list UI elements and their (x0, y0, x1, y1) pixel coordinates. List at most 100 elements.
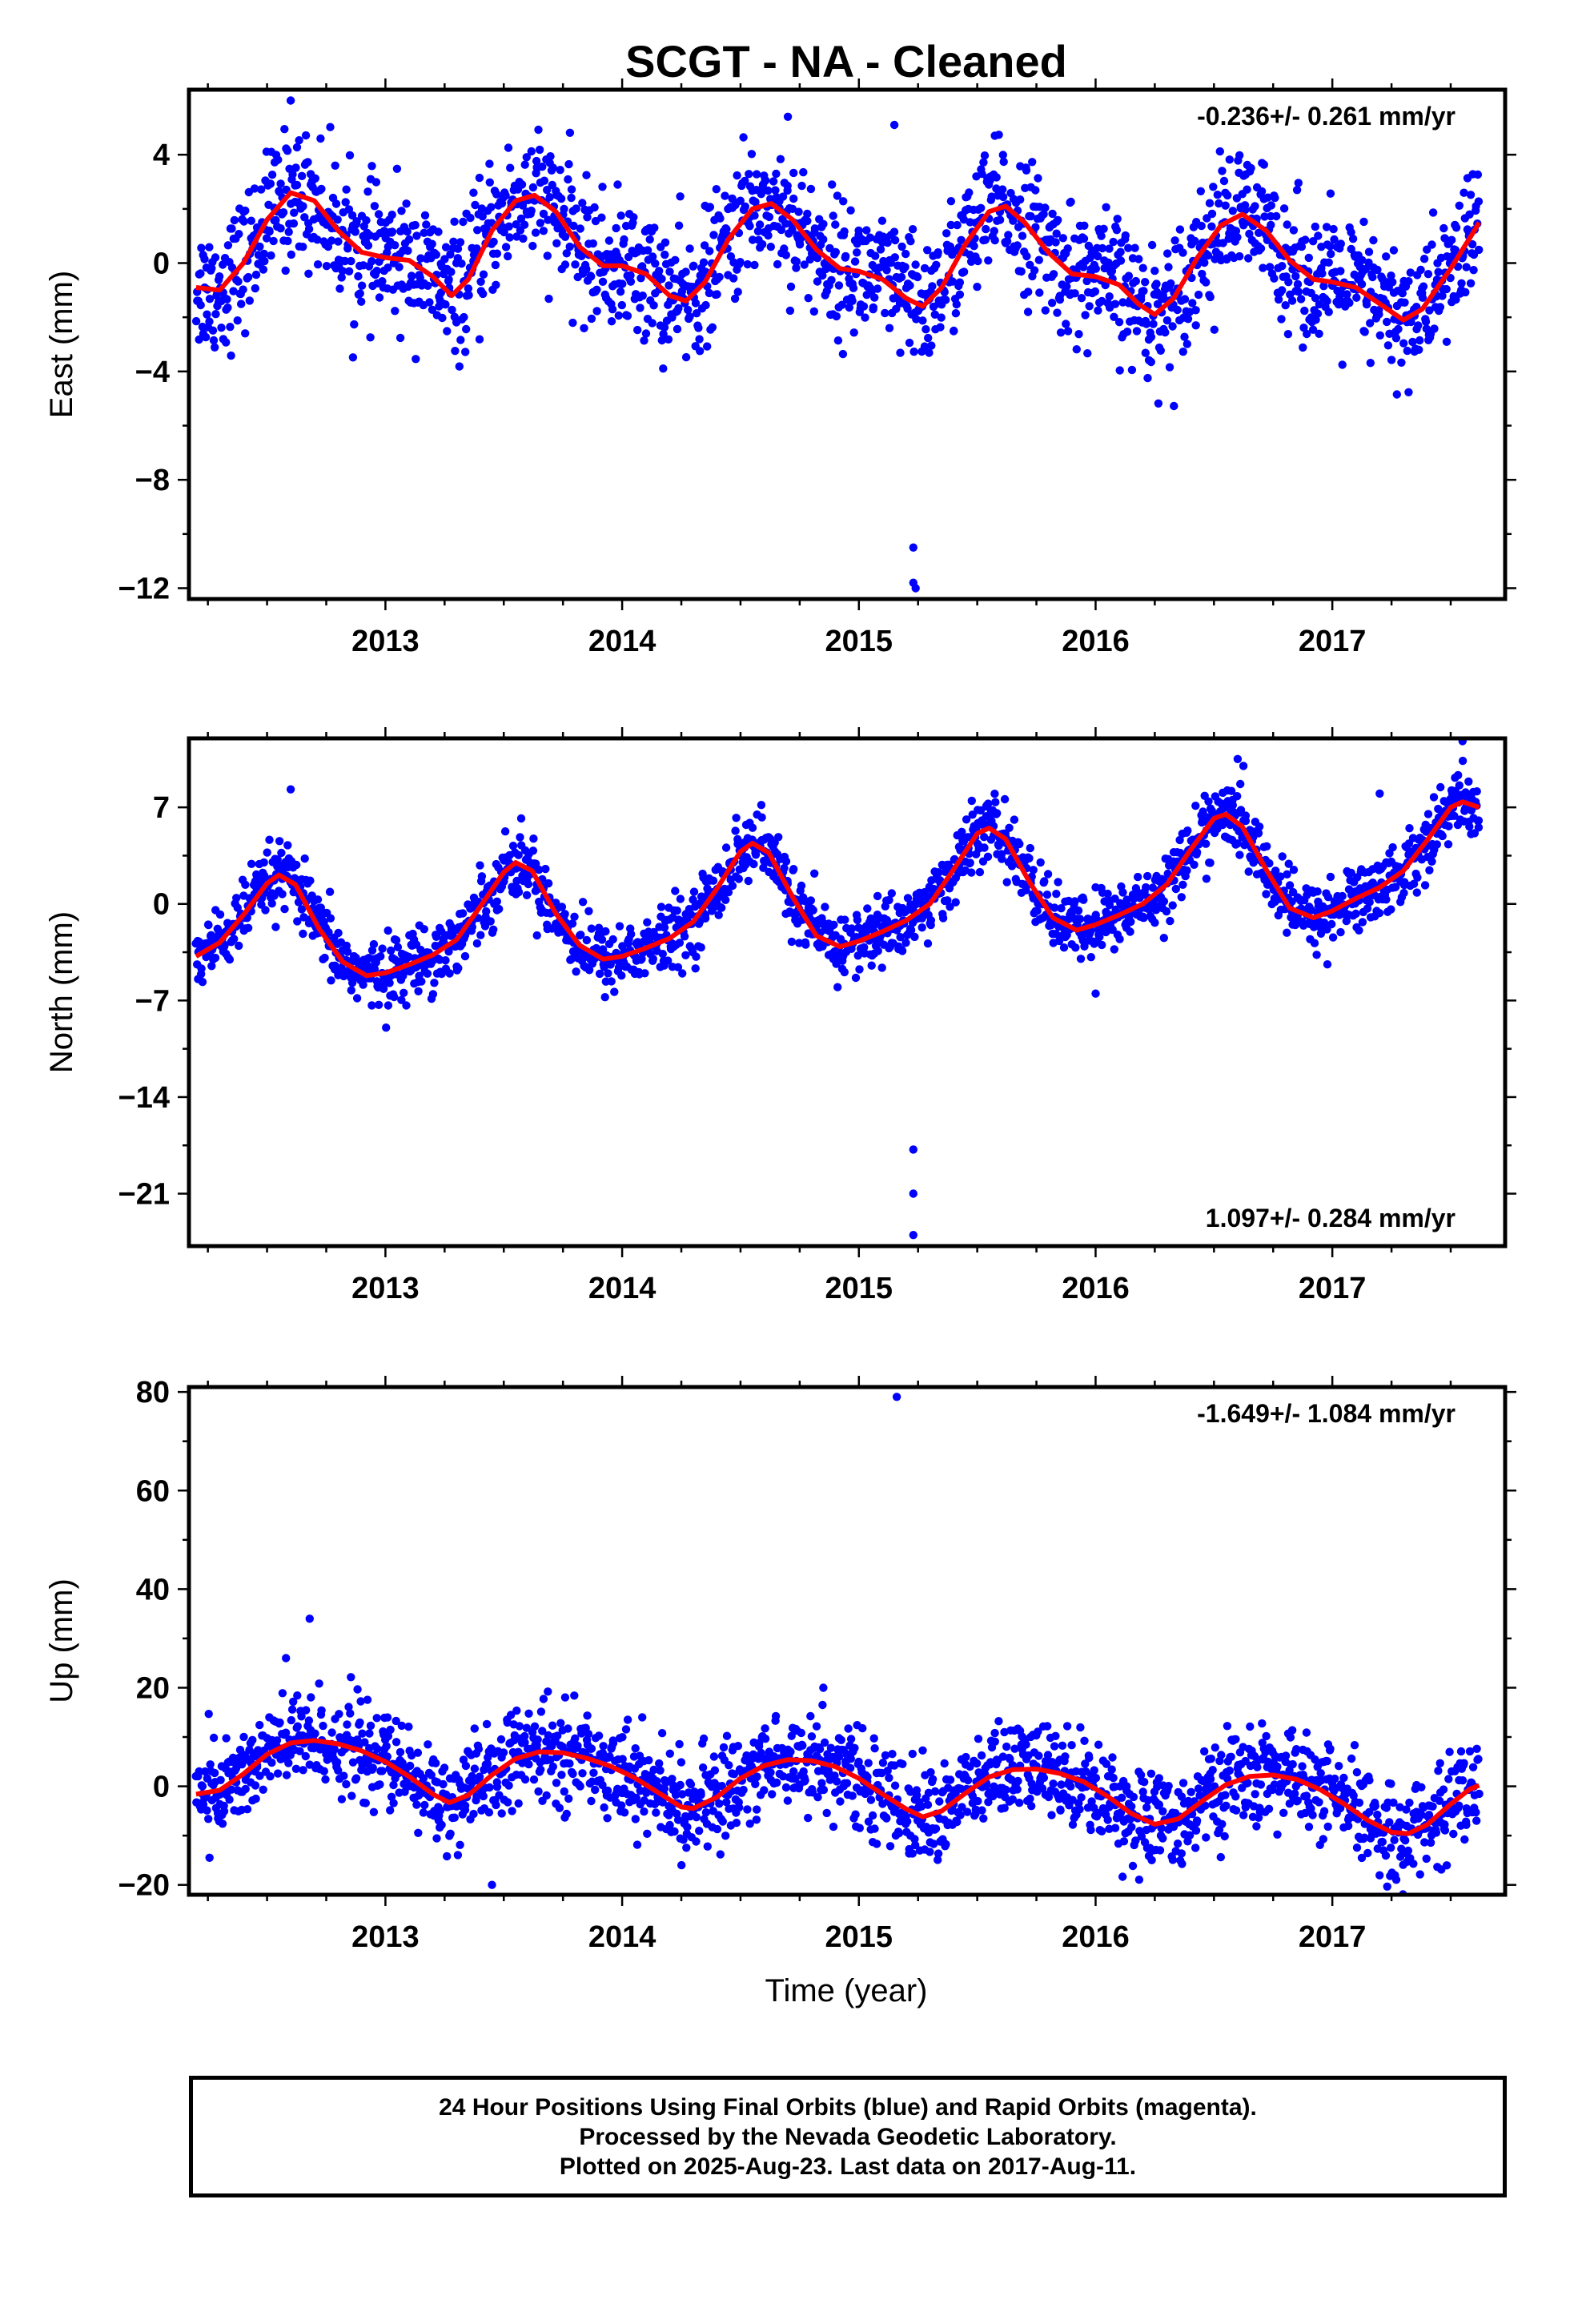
data-point (420, 925, 428, 934)
data-point (432, 1834, 441, 1843)
data-point (1278, 286, 1287, 295)
data-point (1018, 231, 1027, 240)
data-point (673, 963, 683, 972)
data-point (460, 951, 470, 961)
data-point (299, 243, 307, 251)
data-point (603, 1814, 612, 1823)
data-point (1455, 781, 1464, 790)
data-point (901, 263, 909, 271)
data-point (1329, 224, 1338, 234)
data-point (1323, 296, 1331, 306)
data-point (241, 329, 250, 338)
data-point (1094, 306, 1102, 315)
data-point (520, 160, 529, 169)
data-point (276, 179, 285, 188)
data-point (491, 260, 500, 270)
data-point (1343, 290, 1351, 299)
data-point (973, 283, 982, 292)
data-point (1017, 267, 1026, 276)
data-point (890, 253, 900, 262)
data-point (752, 170, 761, 179)
data-point (873, 891, 882, 901)
data-point (565, 242, 574, 251)
data-point (355, 1718, 364, 1727)
data-point (795, 939, 804, 947)
data-point (792, 263, 801, 272)
data-point (534, 1787, 543, 1796)
data-point (443, 1852, 452, 1861)
data-point (370, 965, 379, 974)
data-point (826, 1743, 836, 1752)
data-point (1175, 835, 1184, 845)
data-point (1285, 881, 1295, 890)
data-point (565, 128, 575, 137)
data-point (806, 896, 815, 905)
data-point (1074, 906, 1083, 915)
data-point (1284, 278, 1293, 287)
data-point (1227, 786, 1236, 795)
data-point (1263, 842, 1271, 851)
data-point (515, 1722, 524, 1731)
data-point (247, 859, 256, 869)
outlier-point (286, 96, 295, 105)
data-point (492, 897, 501, 907)
data-point (500, 827, 510, 836)
data-point (477, 872, 487, 881)
data-point (627, 930, 636, 939)
data-point (277, 848, 286, 858)
data-point (520, 220, 529, 229)
data-point (279, 208, 288, 217)
data-point (1077, 294, 1086, 303)
data-point (378, 277, 387, 286)
data-point (1048, 209, 1057, 219)
data-point (469, 188, 478, 197)
data-point (721, 191, 729, 200)
data-point (1210, 325, 1219, 334)
data-point (449, 237, 458, 246)
data-point (1313, 887, 1322, 896)
data-point (1310, 939, 1319, 947)
data-point (817, 1779, 826, 1787)
data-point (870, 1744, 879, 1753)
data-point (532, 156, 541, 166)
data-point (227, 351, 235, 360)
data-point (524, 1709, 533, 1718)
data-point (239, 285, 247, 294)
data-point (295, 136, 303, 145)
data-point (1443, 840, 1453, 849)
data-point (1002, 878, 1011, 887)
data-point (844, 1724, 853, 1733)
data-point (1423, 810, 1433, 818)
data-point (529, 834, 538, 843)
data-point (990, 227, 999, 235)
data-point (722, 1731, 732, 1740)
data-point (594, 1731, 604, 1740)
data-point (1294, 179, 1303, 187)
data-point (479, 289, 488, 299)
x-tick-label: 2016 (1062, 625, 1130, 658)
data-point (834, 1752, 844, 1761)
data-point (732, 1819, 741, 1827)
data-point (584, 1730, 593, 1739)
data-point (867, 961, 876, 970)
data-point (1351, 909, 1360, 919)
data-point (512, 232, 521, 241)
data-point (649, 301, 658, 310)
data-point (741, 176, 749, 186)
data-point (436, 1806, 445, 1815)
data-point (1474, 823, 1484, 832)
data-point (261, 906, 270, 915)
data-point (787, 937, 797, 947)
data-point (327, 976, 335, 985)
data-point (473, 226, 482, 235)
data-point (400, 988, 408, 998)
data-point (1231, 227, 1241, 235)
data-point (444, 275, 453, 284)
data-point (288, 170, 297, 179)
data-point (482, 1719, 492, 1729)
data-point (347, 986, 355, 995)
data-point (541, 864, 550, 874)
data-point (540, 176, 549, 185)
data-point (934, 868, 943, 877)
